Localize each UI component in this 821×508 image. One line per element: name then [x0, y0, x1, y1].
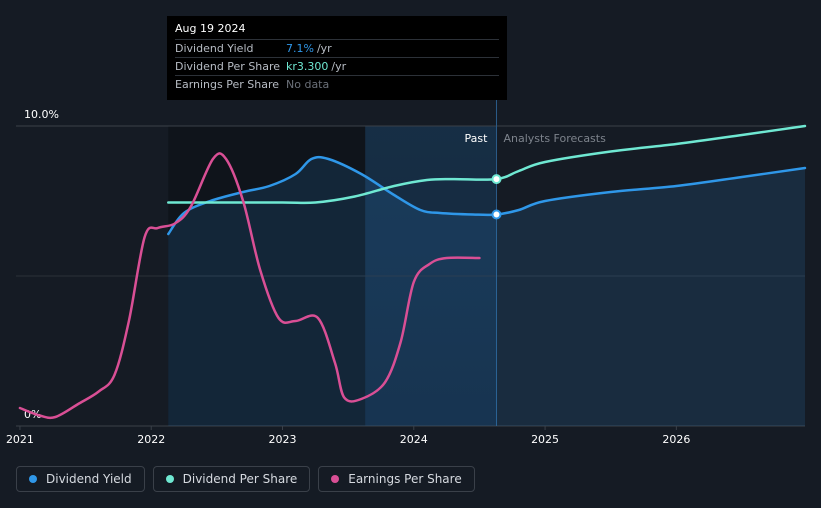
tooltip-unit: /yr: [331, 60, 347, 73]
tooltip-label: Dividend Yield: [175, 42, 254, 55]
x-tick-label: 2025: [531, 433, 559, 446]
tooltip-label: Dividend Per Share: [175, 60, 281, 73]
legend-item-dividend-yield[interactable]: Dividend Yield: [16, 466, 145, 492]
legend-dot-icon: [29, 475, 37, 483]
tooltip-value: kr3.300: [286, 60, 329, 73]
x-tick-label: 2023: [269, 433, 297, 446]
tooltip-row-dividend-yield: Dividend Yield 7.1% /yr: [175, 39, 499, 57]
tooltip-row-dividend-per-share: Dividend Per Share kr3.300 /yr: [175, 57, 499, 75]
legend-label: Dividend Yield: [46, 472, 132, 486]
legend-dot-icon: [165, 475, 174, 483]
tooltip-date: Aug 19 2024: [175, 22, 246, 35]
legend-dot-icon: [331, 475, 340, 483]
earnings-per-share-line: [18, 152, 481, 420]
tooltip-row-earnings-per-share: Earnings Per Share No data: [175, 75, 499, 93]
chart-legend: Dividend Yield Dividend Per Share Earnin…: [16, 466, 475, 492]
past-label: Past: [465, 132, 489, 145]
dividend-per-share-line: [167, 124, 807, 205]
legend-item-earnings-per-share[interactable]: Earnings Per Share: [318, 466, 475, 492]
tooltip-label: Earnings Per Share: [175, 78, 280, 91]
tooltip-value: 7.1%: [286, 42, 314, 55]
legend-label: Dividend Per Share: [182, 472, 298, 486]
dividend-yield-line: [167, 155, 807, 236]
forecast-label: Analysts Forecasts: [503, 132, 606, 145]
dividend-yield-area: [168, 157, 805, 426]
x-tick-label: 2022: [137, 433, 165, 446]
x-tick-label: 2024: [400, 433, 428, 446]
x-tick-label: 2026: [662, 433, 690, 446]
legend-label: Earnings Per Share: [348, 472, 462, 486]
y-tick-label: 10.0%: [24, 108, 59, 121]
marker-point: [491, 209, 502, 220]
hover-tooltip: Aug 19 2024 Dividend Yield 7.1% /yr Divi…: [167, 16, 507, 100]
legend-item-dividend-per-share[interactable]: Dividend Per Share: [152, 466, 311, 492]
tooltip-unit: /yr: [316, 42, 332, 55]
marker-point: [491, 174, 502, 185]
x-tick-label: 2021: [6, 433, 34, 446]
tooltip-value: No data: [286, 78, 330, 91]
